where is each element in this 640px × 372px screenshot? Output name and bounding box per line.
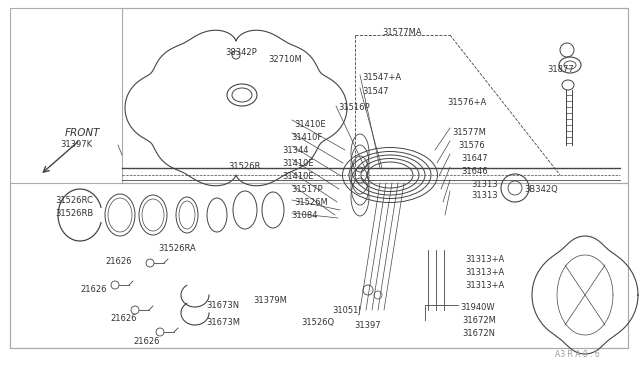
Text: 31051J: 31051J [332, 306, 361, 315]
Text: 32710M: 32710M [268, 55, 301, 64]
Text: 38342P: 38342P [225, 48, 257, 57]
Text: 21626: 21626 [105, 257, 131, 266]
Text: 31547+A: 31547+A [362, 73, 401, 82]
Bar [10, 183, 628, 348]
Text: 31547: 31547 [362, 87, 388, 96]
Text: 31877: 31877 [547, 65, 573, 74]
Bar [122, 8, 628, 183]
Text: 31526RB: 31526RB [55, 209, 93, 218]
Text: 31313+A: 31313+A [465, 281, 504, 290]
Text: 31313: 31313 [471, 191, 498, 200]
Text: 31526M: 31526M [294, 198, 328, 207]
Text: 31526RA: 31526RA [158, 244, 196, 253]
Text: 3B342Q: 3B342Q [524, 185, 557, 194]
Text: 31646: 31646 [461, 167, 488, 176]
Text: 31410F: 31410F [291, 133, 323, 142]
Text: 31313: 31313 [471, 180, 498, 189]
Text: 21626: 21626 [133, 337, 159, 346]
Text: 31397K: 31397K [60, 140, 92, 149]
Text: 31313+A: 31313+A [465, 268, 504, 277]
Text: A3 R A 0 . 6: A3 R A 0 . 6 [556, 350, 600, 359]
Text: 31526RC: 31526RC [55, 196, 93, 205]
Text: 31397: 31397 [354, 321, 381, 330]
Text: 31410E: 31410E [282, 172, 314, 181]
Text: 31576+A: 31576+A [447, 98, 486, 107]
Text: 31647: 31647 [461, 154, 488, 163]
Text: 31516P: 31516P [338, 103, 370, 112]
Text: 21626: 21626 [110, 314, 136, 323]
Text: 31526Q: 31526Q [301, 318, 334, 327]
Text: 31084: 31084 [291, 211, 317, 220]
Text: 31344: 31344 [282, 146, 308, 155]
Text: 31673N: 31673N [206, 301, 239, 310]
Text: FRONT: FRONT [65, 128, 100, 138]
Text: 31672M: 31672M [462, 316, 496, 325]
Text: 31577MA: 31577MA [382, 28, 422, 37]
Text: 31577M: 31577M [452, 128, 486, 137]
Text: 31410E: 31410E [294, 120, 326, 129]
Text: 21626: 21626 [80, 285, 106, 294]
Text: 31517P: 31517P [291, 185, 323, 194]
Text: 31673M: 31673M [206, 318, 240, 327]
Text: 31672N: 31672N [462, 329, 495, 338]
Text: 31379M: 31379M [253, 296, 287, 305]
Text: 31576: 31576 [458, 141, 484, 150]
Text: 31410E: 31410E [282, 159, 314, 168]
Text: 31940W: 31940W [460, 303, 495, 312]
Text: 31526R: 31526R [228, 162, 260, 171]
Text: 31313+A: 31313+A [465, 255, 504, 264]
